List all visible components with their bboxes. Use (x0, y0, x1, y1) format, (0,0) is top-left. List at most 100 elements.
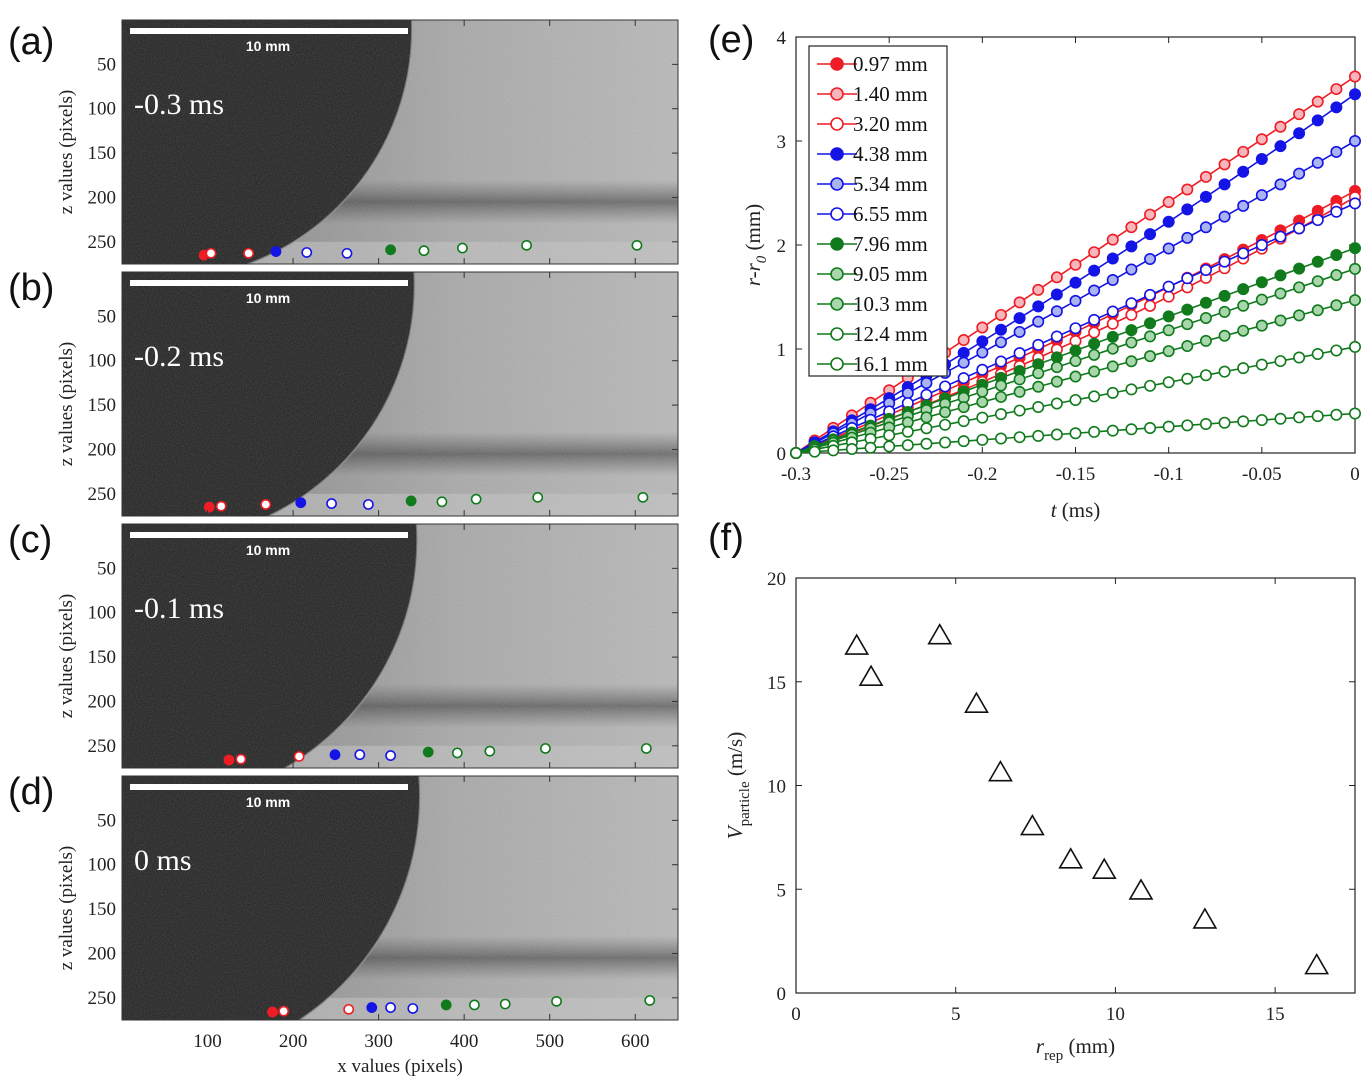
data-point (1181, 318, 1194, 331)
particle-marker (203, 501, 215, 513)
y-tick-label: 3 (777, 132, 787, 153)
panel-label: (f) (708, 517, 744, 559)
data-point (1069, 344, 1082, 357)
y-axis-unit: (m/s) (723, 732, 747, 782)
data-point (1088, 246, 1101, 259)
y-tick-label: 0 (777, 444, 787, 465)
y-tick-label: 250 (88, 232, 117, 253)
image-grain (122, 524, 678, 768)
image-panel-2: 10 mm -0.2 ms 50 100 150 200 250 z values (pixe… (8, 267, 679, 517)
data-point (1293, 108, 1306, 121)
data-point (1311, 156, 1324, 169)
data-point (1050, 375, 1063, 388)
image-frame (121, 271, 679, 517)
data-point (1088, 284, 1101, 297)
particle-marker (551, 995, 562, 1007)
data-point (927, 623, 953, 645)
scale-bar-label: 10 mm (246, 542, 290, 558)
data-point (1349, 197, 1362, 210)
data-point (1199, 312, 1212, 325)
y-tick-label: 150 (88, 395, 117, 416)
particle-marker (640, 743, 652, 754)
particle-marker (362, 499, 374, 510)
y-tick-label: 250 (88, 736, 117, 757)
legend-label: 16.1 mm (853, 352, 928, 376)
data-point (920, 437, 933, 450)
particle-marker (329, 749, 341, 761)
x-axis-var: t (1051, 498, 1058, 522)
data-point (1125, 308, 1138, 321)
particle-marker (215, 500, 227, 512)
data-point (901, 439, 914, 452)
data-point (1106, 424, 1119, 437)
data-point (1218, 255, 1231, 268)
data-point (1274, 120, 1287, 133)
data-point (1088, 326, 1101, 339)
data-point (1349, 70, 1362, 83)
particle-marker (341, 247, 353, 259)
image-frame (121, 523, 679, 769)
data-point (1218, 416, 1231, 429)
legend-label: 4.38 mm (853, 142, 928, 166)
particle-marker (385, 750, 396, 761)
data-point (1311, 95, 1324, 108)
data-point (957, 346, 970, 359)
data-point (1050, 351, 1063, 364)
data-point (1069, 393, 1082, 406)
data-point (1144, 317, 1157, 330)
data-point (1144, 228, 1157, 241)
data-point (1106, 233, 1119, 246)
y-axis-sub: 0 (754, 255, 770, 263)
data-point (988, 760, 1013, 782)
scale-bar (130, 280, 408, 286)
image-panel-3: 10 mm -0.1 ms 50 100 150 200 250 z values (pixe… (8, 519, 679, 769)
data-point (1050, 330, 1063, 343)
x-tick-label: 0 (791, 1004, 801, 1025)
data-point (1218, 210, 1231, 223)
data-point (1293, 411, 1306, 424)
y-tick-label: 4 (777, 28, 787, 49)
data-point (1144, 253, 1157, 266)
data-point (1106, 330, 1119, 343)
data-point (1019, 814, 1045, 836)
particle-marker (278, 1005, 290, 1017)
data-point (957, 334, 970, 347)
data-point (1181, 272, 1194, 285)
image-grain (122, 20, 678, 264)
data-point (1293, 222, 1306, 235)
y-tick-label: 100 (88, 99, 117, 120)
data-point (1013, 373, 1026, 386)
particle-marker (405, 495, 417, 507)
data-point (1311, 255, 1324, 268)
data-point (964, 691, 989, 713)
data-point (789, 446, 802, 459)
particle-marker (366, 1002, 378, 1013)
data-point (1050, 397, 1063, 410)
data-point (1069, 427, 1082, 440)
y-axis-label: r-r0 (mm) (741, 204, 770, 286)
data-point (1255, 133, 1268, 146)
data-point (1255, 319, 1268, 332)
particle-marker (235, 753, 247, 765)
data-point (1050, 288, 1063, 301)
particle-marker (521, 239, 532, 251)
x-tick-label: -0.05 (1242, 464, 1282, 485)
data-point (994, 355, 1007, 368)
data-point (994, 336, 1007, 349)
data-point (1088, 390, 1101, 403)
particle-marker (532, 491, 544, 503)
data-point (1349, 242, 1362, 255)
particle-marker (385, 1002, 396, 1013)
data-point (1199, 369, 1212, 382)
data-point (1032, 283, 1045, 296)
data-point (957, 356, 970, 369)
data-point (1032, 401, 1045, 414)
data-point (1162, 420, 1175, 433)
data-point (1162, 310, 1175, 323)
y-axis-label: z values (pixels) (56, 846, 77, 971)
data-point (976, 321, 989, 334)
particle-marker (637, 491, 649, 503)
data-point (1162, 324, 1175, 337)
particle-marker (407, 1003, 419, 1014)
